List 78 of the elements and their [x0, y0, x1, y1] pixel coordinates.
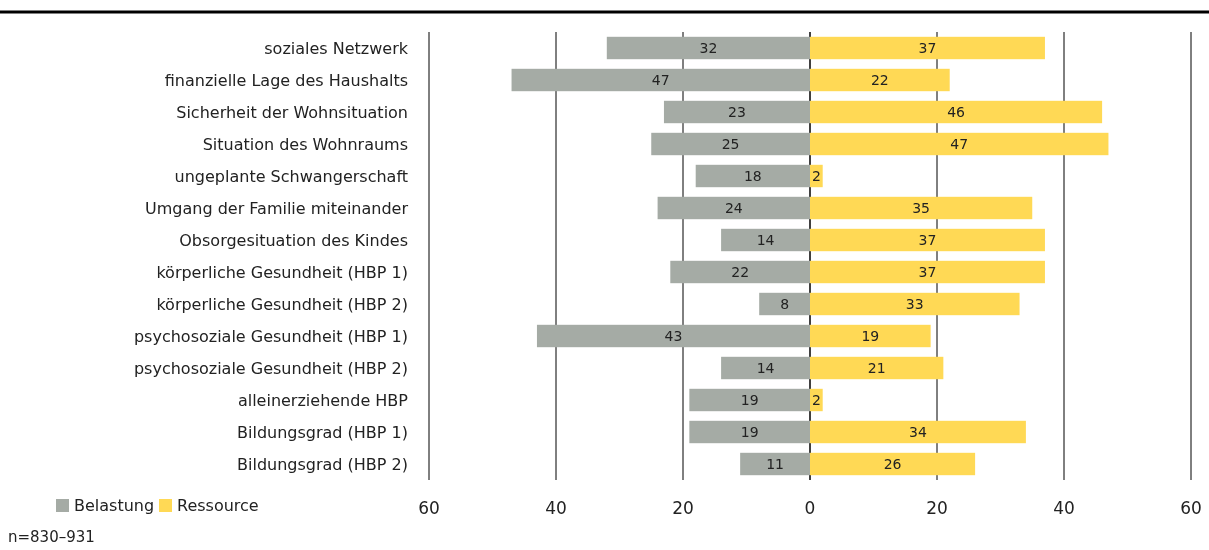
bar: [689, 420, 810, 444]
y-tick-label: Bildungsgrad (HBP 2): [237, 454, 408, 474]
data-label: 46: [947, 103, 966, 120]
x-tick-label: 0: [804, 498, 816, 518]
bar: [810, 68, 950, 92]
data-label: 43: [664, 327, 683, 344]
data-label: 33: [905, 295, 924, 312]
data-label: 47: [651, 71, 670, 88]
data-label: 47: [950, 135, 969, 152]
y-tick-label: alleinerziehende HBP: [237, 390, 409, 410]
bar: [695, 164, 810, 188]
bar: [810, 452, 976, 476]
legend-label: Belastung: [74, 495, 155, 515]
bar: [536, 324, 810, 348]
bar: [670, 260, 810, 284]
data-label: 14: [756, 231, 775, 248]
bar: [663, 100, 810, 124]
bar: [810, 36, 1045, 60]
data-label: 25: [721, 135, 740, 152]
data-label: 19: [740, 423, 759, 440]
bar: [810, 292, 1020, 316]
data-label: 2: [811, 167, 821, 184]
y-tick-label: ungeplante Schwangerschaft: [174, 166, 408, 186]
bar: [810, 228, 1045, 252]
data-label: 37: [918, 39, 937, 56]
bar: [759, 292, 810, 316]
y-tick-label: körperliche Gesundheit (HBP 2): [156, 294, 408, 314]
data-label: 2: [811, 391, 821, 408]
x-tick-label: 40: [1053, 498, 1075, 518]
y-tick-label: Situation des Wohnraums: [202, 134, 408, 154]
y-tick-label: finanzielle Lage des Haushalts: [164, 70, 408, 90]
bar: [721, 356, 810, 380]
y-tick-label: körperliche Gesundheit (HBP 1): [156, 262, 408, 282]
data-label: 8: [780, 295, 790, 312]
data-label: 19: [861, 327, 880, 344]
x-tick-label: 20: [926, 498, 948, 518]
text: n=830–931: [8, 528, 95, 546]
bar: [810, 324, 931, 348]
data-label: 14: [756, 359, 775, 376]
data-label: 26: [883, 455, 902, 472]
bar: [511, 68, 810, 92]
y-tick-label: Sicherheit der Wohnsituation: [176, 102, 408, 122]
data-label: 11: [766, 455, 784, 472]
data-label: 21: [867, 359, 886, 376]
bar: [606, 36, 810, 60]
data-label: 18: [743, 167, 762, 184]
bar: [810, 196, 1033, 220]
y-tick-label: Bildungsgrad (HBP 1): [237, 422, 408, 442]
data-label: 22: [731, 263, 750, 280]
bar: [657, 196, 810, 220]
x-tick-label: 60: [1180, 498, 1202, 518]
data-label: 22: [870, 71, 889, 88]
bar: [651, 132, 810, 156]
bar: [810, 100, 1103, 124]
y-tick-label: psychosoziale Gesundheit (HBP 1): [133, 326, 408, 346]
y-tick-label: psychosoziale Gesundheit (HBP 2): [133, 358, 408, 378]
data-label: 19: [740, 391, 759, 408]
bar: [810, 420, 1026, 444]
bar: [740, 452, 810, 476]
legend-label: Ressource: [177, 495, 259, 515]
data-label: 35: [912, 199, 931, 216]
bar: [810, 132, 1109, 156]
data-label: 24: [724, 199, 743, 216]
data-label: 23: [728, 103, 746, 120]
bar: [810, 260, 1045, 284]
data-label: 32: [699, 39, 718, 56]
y-tick-label: Obsorgesituation des Kindes: [179, 230, 408, 250]
x-tick-label: 40: [545, 498, 567, 518]
data-label: 37: [918, 263, 937, 280]
bar: [810, 356, 944, 380]
y-tick-label: Umgang der Familie miteinander: [145, 198, 409, 218]
bar: [721, 228, 810, 252]
x-tick-label: 20: [672, 498, 694, 518]
data-label: 37: [918, 231, 937, 248]
x-tick-label: 60: [418, 498, 440, 518]
data-label: 34: [909, 423, 927, 440]
bar: [689, 388, 810, 412]
y-tick-label: soziales Netzwerk: [264, 38, 409, 58]
